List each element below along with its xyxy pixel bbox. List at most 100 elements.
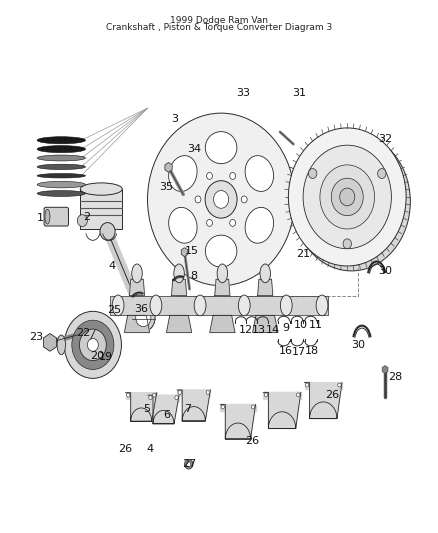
Text: 7: 7 [184, 404, 191, 414]
Circle shape [127, 393, 130, 397]
Circle shape [251, 405, 255, 409]
Ellipse shape [174, 264, 184, 282]
Polygon shape [210, 316, 235, 333]
FancyBboxPatch shape [110, 295, 328, 316]
Text: 12: 12 [239, 325, 254, 335]
Text: 9: 9 [283, 322, 290, 333]
Text: 30: 30 [351, 340, 365, 350]
Text: 11: 11 [309, 320, 323, 330]
Circle shape [195, 196, 201, 203]
Ellipse shape [37, 164, 85, 169]
Text: 3: 3 [171, 114, 178, 124]
Circle shape [288, 128, 406, 266]
Polygon shape [172, 279, 187, 295]
Circle shape [88, 338, 98, 351]
Text: 5: 5 [143, 404, 150, 414]
Circle shape [178, 391, 181, 394]
Text: 4: 4 [108, 261, 115, 271]
Ellipse shape [112, 295, 124, 316]
Circle shape [205, 181, 237, 218]
Ellipse shape [194, 295, 206, 316]
Ellipse shape [245, 156, 274, 191]
Circle shape [331, 178, 363, 216]
Polygon shape [304, 383, 310, 389]
Text: 6: 6 [163, 410, 170, 420]
Circle shape [152, 393, 156, 397]
Text: 30: 30 [378, 266, 392, 276]
Polygon shape [263, 392, 268, 399]
Ellipse shape [132, 264, 142, 282]
Text: 13: 13 [252, 325, 266, 335]
Circle shape [241, 196, 247, 203]
Ellipse shape [37, 174, 85, 178]
Text: 31: 31 [292, 88, 306, 99]
Circle shape [131, 304, 155, 332]
Circle shape [221, 405, 224, 409]
Circle shape [207, 220, 212, 227]
Circle shape [264, 393, 268, 397]
Polygon shape [304, 383, 342, 418]
Circle shape [187, 462, 191, 466]
Polygon shape [126, 393, 157, 421]
Ellipse shape [37, 136, 85, 144]
Ellipse shape [245, 207, 274, 243]
Circle shape [303, 145, 392, 249]
Ellipse shape [169, 156, 197, 191]
Text: 14: 14 [265, 325, 279, 335]
Text: 26: 26 [246, 436, 260, 446]
Ellipse shape [37, 181, 85, 188]
Ellipse shape [169, 207, 197, 243]
Text: 18: 18 [304, 346, 318, 356]
Text: 34: 34 [187, 143, 201, 154]
Text: 21: 21 [296, 248, 310, 259]
Polygon shape [177, 390, 182, 397]
Polygon shape [253, 316, 278, 333]
Text: 28: 28 [389, 372, 403, 382]
Polygon shape [296, 392, 301, 399]
Text: Crankshaft , Piston & Torque Converter Diagram 3: Crankshaft , Piston & Torque Converter D… [106, 23, 332, 33]
Circle shape [148, 113, 295, 286]
Circle shape [230, 220, 236, 227]
Ellipse shape [37, 190, 85, 197]
Polygon shape [166, 316, 192, 333]
Circle shape [184, 459, 193, 469]
Ellipse shape [217, 264, 228, 282]
Text: 23: 23 [29, 333, 43, 343]
Polygon shape [220, 405, 225, 411]
Circle shape [77, 215, 88, 227]
Polygon shape [152, 393, 157, 399]
Text: 17: 17 [292, 347, 306, 357]
Ellipse shape [37, 155, 85, 161]
Circle shape [297, 393, 300, 397]
Text: 26: 26 [119, 445, 133, 454]
Text: 2: 2 [83, 212, 90, 222]
Text: 19: 19 [99, 352, 113, 362]
Polygon shape [258, 279, 273, 295]
Ellipse shape [205, 235, 237, 267]
Circle shape [72, 320, 114, 369]
FancyBboxPatch shape [44, 207, 68, 226]
Ellipse shape [316, 295, 328, 316]
Ellipse shape [57, 335, 66, 355]
Text: 27: 27 [183, 459, 197, 469]
Polygon shape [220, 405, 256, 439]
Ellipse shape [205, 132, 237, 164]
Text: 20: 20 [90, 351, 104, 361]
Circle shape [338, 383, 341, 387]
Polygon shape [148, 395, 179, 424]
Polygon shape [174, 395, 179, 401]
Ellipse shape [260, 264, 271, 282]
Polygon shape [337, 383, 342, 389]
Text: 8: 8 [190, 271, 198, 281]
Polygon shape [126, 393, 131, 399]
Circle shape [175, 395, 178, 400]
Text: 36: 36 [134, 304, 148, 314]
Circle shape [308, 168, 317, 179]
Text: 35: 35 [159, 182, 173, 192]
Ellipse shape [150, 295, 162, 316]
Text: 25: 25 [107, 305, 121, 316]
Circle shape [230, 173, 236, 180]
Text: 22: 22 [77, 327, 91, 337]
Polygon shape [177, 390, 210, 421]
Polygon shape [124, 316, 150, 333]
